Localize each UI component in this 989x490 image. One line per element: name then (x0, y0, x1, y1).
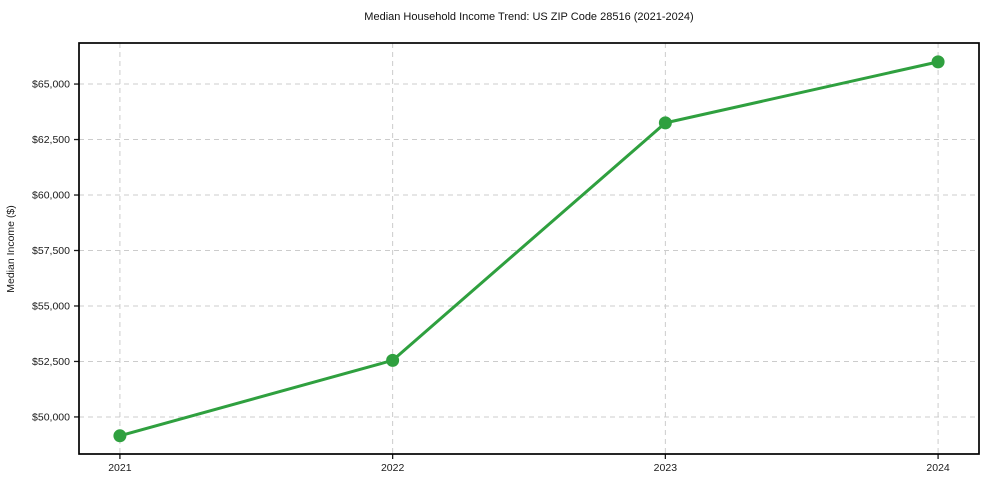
x-tick-label: 2024 (926, 462, 950, 474)
x-tick-label: 2022 (381, 462, 405, 474)
x-tick-label: 2021 (108, 462, 132, 474)
y-tick-label: $50,000 (32, 411, 70, 423)
x-tick-label: 2023 (654, 462, 678, 474)
axis-layer: $50,000 $52,500 $55,000 $57,500 $60,000 $62,5… (32, 42, 980, 474)
data-point-2021 (113, 429, 127, 443)
plot-border (78, 42, 980, 455)
y-tick-label: $55,000 (32, 300, 70, 312)
income-trend-line (118, 60, 940, 438)
y-tick-label: $62,500 (32, 134, 70, 146)
chart-title: Median Household Income Trend: US ZIP Co… (364, 11, 693, 23)
y-tick-label: $65,000 (32, 79, 70, 91)
data-series-layer (113, 55, 945, 443)
data-point-2023 (658, 116, 672, 130)
y-axis-label: Median Income ($) (5, 205, 17, 293)
data-point-2022 (386, 353, 400, 367)
y-tick-label: $52,500 (32, 356, 70, 368)
y-tick-label: $57,500 (32, 245, 70, 257)
data-point-2024 (931, 55, 945, 69)
y-tick-label: $60,000 (32, 190, 70, 202)
grid-layer (79, 43, 979, 454)
